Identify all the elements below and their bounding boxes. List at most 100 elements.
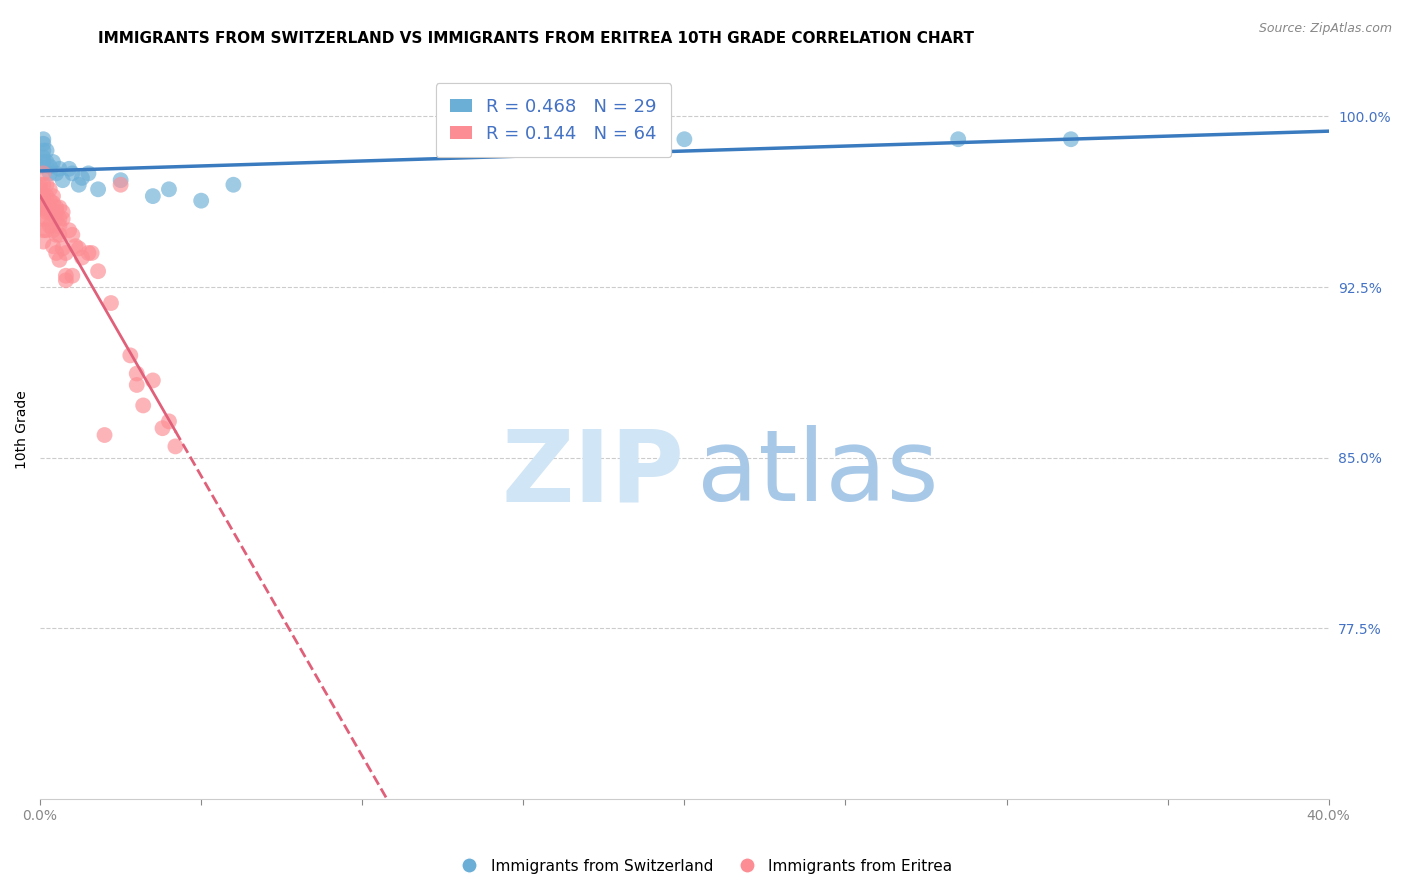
Point bbox=[38, 205, 60, 219]
Point bbox=[87, 182, 110, 196]
Point bbox=[32, 189, 55, 203]
Point bbox=[48, 252, 70, 267]
Point bbox=[35, 178, 58, 192]
Point bbox=[52, 205, 75, 219]
Point bbox=[45, 246, 67, 260]
Point bbox=[32, 150, 55, 164]
Point bbox=[32, 144, 55, 158]
Point bbox=[142, 373, 165, 387]
Point bbox=[32, 166, 55, 180]
Point bbox=[48, 227, 70, 242]
Point bbox=[45, 166, 67, 180]
Point bbox=[38, 182, 60, 196]
Point bbox=[222, 178, 245, 192]
Point bbox=[125, 367, 148, 381]
Point bbox=[32, 235, 55, 249]
Text: atlas: atlas bbox=[697, 425, 939, 522]
Point bbox=[673, 132, 696, 146]
Point bbox=[32, 178, 55, 192]
Point bbox=[152, 421, 174, 435]
Text: ZIP: ZIP bbox=[502, 425, 685, 522]
Point bbox=[32, 211, 55, 226]
Point bbox=[77, 166, 100, 180]
Point bbox=[30, 201, 52, 215]
Point bbox=[77, 246, 100, 260]
Point bbox=[110, 173, 132, 187]
Point bbox=[52, 173, 75, 187]
Point bbox=[1060, 132, 1083, 146]
Point bbox=[45, 211, 67, 226]
Point bbox=[110, 178, 132, 192]
Point bbox=[42, 189, 65, 203]
Point bbox=[55, 273, 77, 287]
Point bbox=[35, 201, 58, 215]
Point bbox=[93, 428, 115, 442]
Point bbox=[52, 211, 75, 226]
Point bbox=[157, 182, 180, 196]
Point bbox=[32, 223, 55, 237]
Point bbox=[32, 155, 55, 169]
Point bbox=[32, 136, 55, 151]
Point bbox=[42, 223, 65, 237]
Point bbox=[80, 246, 103, 260]
Point bbox=[58, 223, 80, 237]
Point bbox=[165, 439, 187, 453]
Point bbox=[142, 189, 165, 203]
Point bbox=[52, 242, 75, 256]
Point bbox=[38, 219, 60, 233]
Point bbox=[42, 155, 65, 169]
Point bbox=[132, 399, 155, 413]
Point bbox=[58, 161, 80, 176]
Point bbox=[35, 223, 58, 237]
Point bbox=[45, 201, 67, 215]
Point bbox=[38, 160, 60, 174]
Point bbox=[125, 378, 148, 392]
Point bbox=[42, 196, 65, 211]
Point bbox=[60, 166, 83, 180]
Point bbox=[48, 211, 70, 226]
Point bbox=[38, 194, 60, 208]
Point bbox=[70, 170, 93, 185]
Point bbox=[30, 178, 52, 192]
Point bbox=[35, 155, 58, 169]
Point bbox=[447, 132, 470, 146]
Point bbox=[35, 205, 58, 219]
Y-axis label: 10th Grade: 10th Grade bbox=[15, 390, 30, 468]
Point bbox=[157, 414, 180, 428]
Point bbox=[55, 268, 77, 283]
Point bbox=[55, 246, 77, 260]
Point bbox=[38, 201, 60, 215]
Point bbox=[45, 205, 67, 219]
Point bbox=[48, 219, 70, 233]
Point bbox=[32, 201, 55, 215]
Point bbox=[32, 201, 55, 215]
Point bbox=[35, 189, 58, 203]
Point bbox=[42, 205, 65, 219]
Point bbox=[35, 211, 58, 226]
Point bbox=[42, 239, 65, 253]
Point bbox=[60, 227, 83, 242]
Legend: R = 0.468   N = 29, R = 0.144   N = 64: R = 0.468 N = 29, R = 0.144 N = 64 bbox=[436, 84, 671, 157]
Point bbox=[60, 268, 83, 283]
Point bbox=[35, 144, 58, 158]
Point bbox=[948, 132, 970, 146]
Point bbox=[67, 242, 90, 256]
Legend: Immigrants from Switzerland, Immigrants from Eritrea: Immigrants from Switzerland, Immigrants … bbox=[447, 853, 959, 880]
Point bbox=[38, 166, 60, 180]
Text: Source: ZipAtlas.com: Source: ZipAtlas.com bbox=[1258, 22, 1392, 36]
Text: IMMIGRANTS FROM SWITZERLAND VS IMMIGRANTS FROM ERITREA 10TH GRADE CORRELATION CH: IMMIGRANTS FROM SWITZERLAND VS IMMIGRANT… bbox=[98, 31, 974, 46]
Point bbox=[45, 227, 67, 242]
Point bbox=[48, 161, 70, 176]
Point bbox=[70, 251, 93, 265]
Point bbox=[32, 132, 55, 146]
Point bbox=[30, 182, 52, 196]
Point bbox=[87, 264, 110, 278]
Point bbox=[67, 178, 90, 192]
Point bbox=[120, 348, 142, 362]
Point bbox=[65, 239, 87, 253]
Point bbox=[48, 201, 70, 215]
Point bbox=[100, 296, 122, 310]
Point bbox=[190, 194, 212, 208]
Point bbox=[30, 160, 52, 174]
Point bbox=[30, 189, 52, 203]
